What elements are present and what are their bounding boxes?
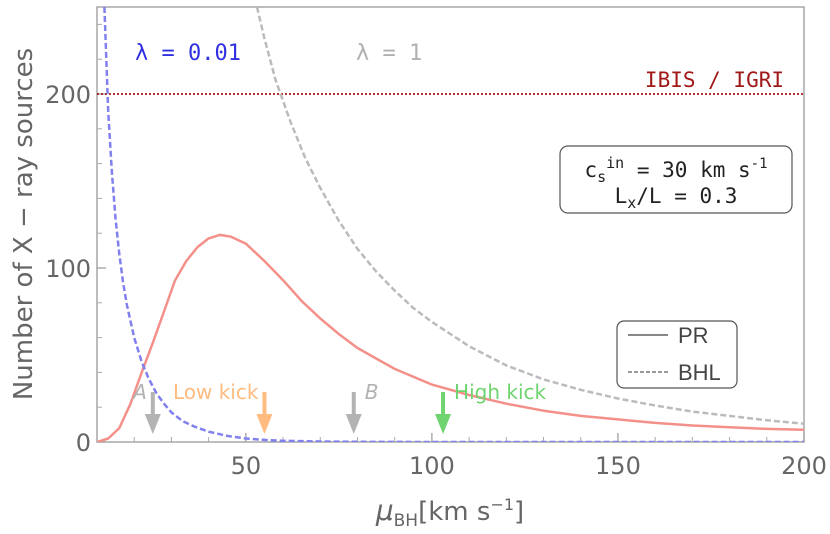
info-box-line-2: Lx/L = 0.3	[615, 184, 738, 212]
marker-arrow-head-b	[345, 414, 362, 434]
y-tick-label: 200	[45, 81, 91, 109]
marker-arrow-head-low-kick	[256, 414, 273, 434]
series-layer	[97, 7, 804, 442]
legend-label-bhl: BHL	[678, 360, 721, 385]
marker-label-low-kick: Low kick	[173, 380, 259, 404]
x-tick-label: 150	[595, 452, 641, 480]
marker-arrow-head-high-kick	[435, 414, 452, 434]
y-axis-title: Number of X − ray sources	[9, 48, 39, 400]
x-tick-label: 50	[231, 452, 262, 480]
legend-label-pr: PR	[678, 323, 709, 348]
y-tick-label: 0	[76, 429, 91, 457]
y-tick-label: 100	[45, 255, 91, 283]
info-box-line-1: csin = 30 km s-1	[584, 154, 767, 186]
x-axis-title: μBH[km s−1]	[375, 494, 524, 531]
marker-arrow-head-a	[144, 414, 161, 434]
marker-label-b: B	[365, 380, 379, 404]
series-line-pr-lambda-0.01	[103, 7, 804, 442]
legend: PR BHL	[616, 320, 738, 389]
x-tick-label: 200	[781, 452, 827, 480]
info-box: csin = 30 km s-1 Lx/L = 0.3	[559, 145, 793, 214]
series-line-pr	[97, 233, 804, 442]
series-line-bhl-lambda-1	[255, 7, 804, 425]
axis-ticks: 50 100 150 200 0 100 200	[45, 23, 827, 480]
marker-label-high-kick: High kick	[454, 380, 546, 404]
plot-frame	[96, 6, 805, 443]
lambda-label-0.01: λ = 0.01	[135, 41, 241, 66]
x-tick-label: 100	[409, 452, 455, 480]
lambda-label-1: λ = 1	[356, 41, 422, 66]
ibis-reference-label: IBIS / IGRI	[645, 68, 784, 92]
marker-label-a: A	[131, 380, 147, 404]
kick-markers: A Low kick B High kick	[131, 380, 547, 434]
